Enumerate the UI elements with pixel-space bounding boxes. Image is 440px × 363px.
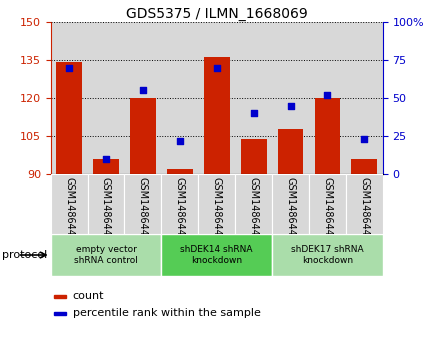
Title: GDS5375 / ILMN_1668069: GDS5375 / ILMN_1668069	[126, 7, 308, 21]
Point	[324, 92, 331, 98]
Bar	[130, 98, 156, 174]
Point	[213, 65, 220, 70]
Point	[176, 138, 183, 144]
Point	[287, 103, 294, 109]
Text: shDEK14 shRNA
knockdown: shDEK14 shRNA knockdown	[180, 245, 253, 265]
Bar	[278, 129, 304, 174]
Bar	[198, 174, 235, 234]
Text: protocol: protocol	[2, 250, 48, 260]
Bar	[54, 312, 66, 315]
Text: count: count	[73, 291, 104, 301]
Bar	[125, 22, 161, 174]
Bar	[309, 22, 346, 174]
Text: GSM1486447: GSM1486447	[323, 177, 333, 242]
Bar	[54, 295, 66, 298]
Bar	[235, 22, 272, 174]
Bar	[51, 174, 88, 234]
Bar	[198, 22, 235, 174]
Bar	[272, 234, 383, 276]
Text: GSM1486440: GSM1486440	[64, 177, 74, 242]
Bar	[51, 234, 161, 276]
Text: GSM1486448: GSM1486448	[359, 177, 369, 242]
Bar	[167, 169, 193, 174]
Bar	[315, 98, 341, 174]
Text: GSM1486445: GSM1486445	[249, 177, 259, 242]
Point	[139, 87, 147, 93]
Text: percentile rank within the sample: percentile rank within the sample	[73, 308, 260, 318]
Point	[361, 136, 368, 142]
Bar	[346, 22, 383, 174]
Point	[66, 65, 73, 70]
Bar	[88, 22, 125, 174]
Text: GSM1486442: GSM1486442	[138, 177, 148, 242]
Bar	[125, 174, 161, 234]
Bar	[56, 62, 82, 174]
Point	[250, 110, 257, 116]
Bar	[161, 22, 198, 174]
Bar	[204, 57, 230, 174]
Bar	[272, 22, 309, 174]
Text: GSM1486444: GSM1486444	[212, 177, 222, 242]
Bar	[93, 159, 119, 174]
Text: GSM1486443: GSM1486443	[175, 177, 185, 242]
Bar	[88, 174, 125, 234]
Bar	[161, 234, 272, 276]
Text: GSM1486446: GSM1486446	[286, 177, 296, 242]
Bar	[51, 22, 88, 174]
Text: shDEK17 shRNA
knockdown: shDEK17 shRNA knockdown	[291, 245, 364, 265]
Bar	[346, 174, 383, 234]
Bar	[352, 159, 377, 174]
Bar	[272, 174, 309, 234]
Bar	[241, 139, 267, 174]
Text: empty vector
shRNA control: empty vector shRNA control	[74, 245, 138, 265]
Text: GSM1486441: GSM1486441	[101, 177, 111, 242]
Bar	[309, 174, 346, 234]
Point	[103, 156, 110, 162]
Bar	[161, 174, 198, 234]
Bar	[235, 174, 272, 234]
